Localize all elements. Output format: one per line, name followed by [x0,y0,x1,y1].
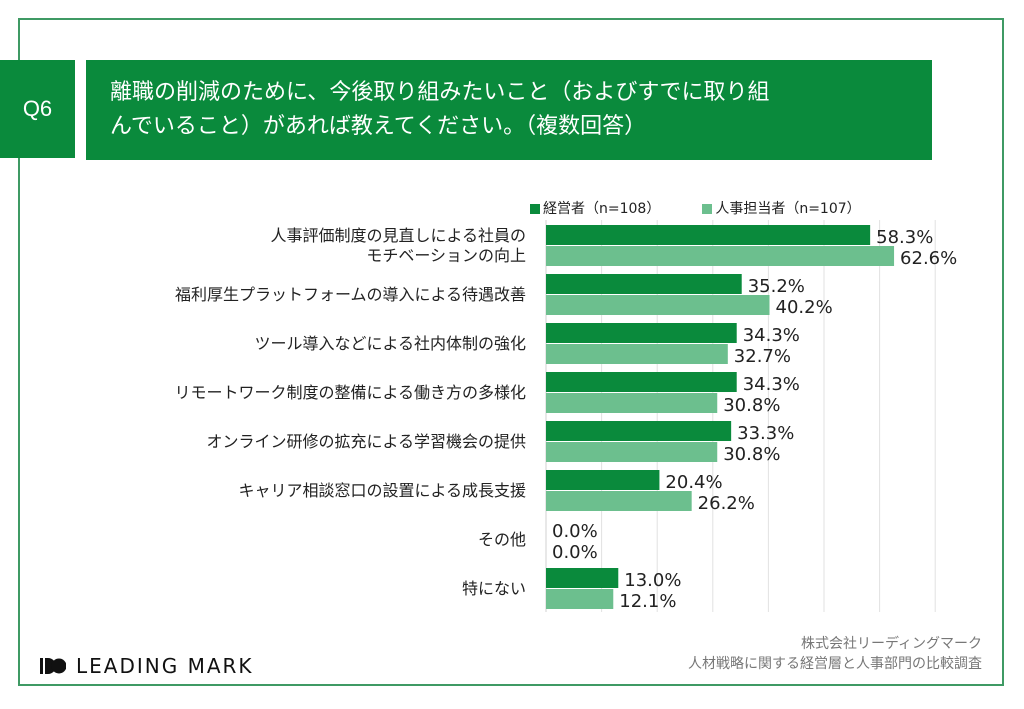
legend-item-hr: 人事担当者（n=107） [702,198,861,218]
category-label: ツール導入などによる社内体制の強化 [254,334,526,354]
data-label: 58.3% [876,227,933,248]
bar [546,442,718,462]
bar [546,589,614,609]
logo-mark-icon [40,658,66,674]
bar [546,393,718,413]
category-label: 人事評価制度の見直しによる社員の モチベーションの向上 [270,226,526,266]
data-label: 33.3% [737,423,794,444]
data-label: 20.4% [665,472,722,493]
company-name: 株式会社リーディングマーク [800,636,982,652]
bar [546,491,692,511]
category-label: リモートワーク制度の整備による働き方の多様化 [174,383,526,403]
data-label: 34.3% [743,374,800,395]
category-label-line: 特にない [461,578,526,598]
category-label: 福利厚生プラットフォームの導入による待遇改善 [175,285,526,305]
data-label: 40.2% [776,297,833,318]
legend-swatch [530,204,540,214]
category-label-line: オンライン研修の拡充による学習機会の提供 [206,431,526,451]
data-label: 32.7% [734,346,791,367]
category-label: オンライン研修の拡充による学習機会の提供 [206,432,526,452]
bar [546,421,732,441]
category-label-line: リモートワーク制度の整備による働き方の多様化 [174,382,526,402]
category-label-line: キャリア相談窓口の設置による成長支援 [238,480,526,500]
bar [546,470,660,490]
category-label: 特にない [462,579,526,599]
title-line-2: んでいること）があれば教えてください。（複数回答） [110,114,647,139]
bar [546,568,619,588]
logo: LEADING MARK [40,654,254,678]
legend-label: 経営者（n=108） [543,201,661,217]
data-label: 12.1% [619,591,676,612]
credit: 株式会社リーディングマーク 人材戦略に関する経営層と人事部門の比較調査 [688,634,982,674]
data-label: 62.6% [900,248,957,269]
category-label: キャリア相談窓口の設置による成長支援 [238,481,526,501]
data-label: 35.2% [748,276,805,297]
survey-name: 人材戦略に関する経営層と人事部門の比較調査 [688,656,982,672]
category-label-line: ツール導入などによる社内体制の強化 [254,333,526,353]
legend-swatch [702,204,713,214]
data-label: 26.2% [698,493,755,514]
legend: 経営者（n=108） 人事担当者（n=107） [530,198,861,218]
category-label-line: その他 [477,529,526,549]
category-label-line: モチベーションの向上 [366,245,526,265]
bar [546,295,770,315]
category-label-line: 人事評価制度の見直しによる社員の [270,225,526,245]
title-line-1: 離職の削減のために、今後取り組みたいこと（およびすでに取り組 [110,80,770,105]
logo-text: LEADING MARK [76,654,254,678]
data-label: 13.0% [624,570,681,591]
bar [546,344,728,364]
question-number: Q6 [0,60,75,158]
chart-frame [18,18,1004,686]
data-label: 30.8% [723,395,780,416]
data-label: 30.8% [723,444,780,465]
data-label: 0.0% [552,542,598,563]
bar [546,372,737,392]
bar [546,225,871,245]
legend-item-executives: 経営者（n=108） [530,198,660,218]
bar [546,323,737,343]
legend-label: 人事担当者（n=107） [715,201,861,217]
bar [546,246,895,266]
question-title: 離職の削減のために、今後取り組みたいこと（およびすでに取り組 んでいること）があ… [86,60,932,160]
category-label: その他 [478,530,526,550]
bar [546,274,742,294]
data-label: 34.3% [743,325,800,346]
category-label-line: 福利厚生プラットフォームの導入による待遇改善 [174,284,526,304]
data-label: 0.0% [552,521,598,542]
